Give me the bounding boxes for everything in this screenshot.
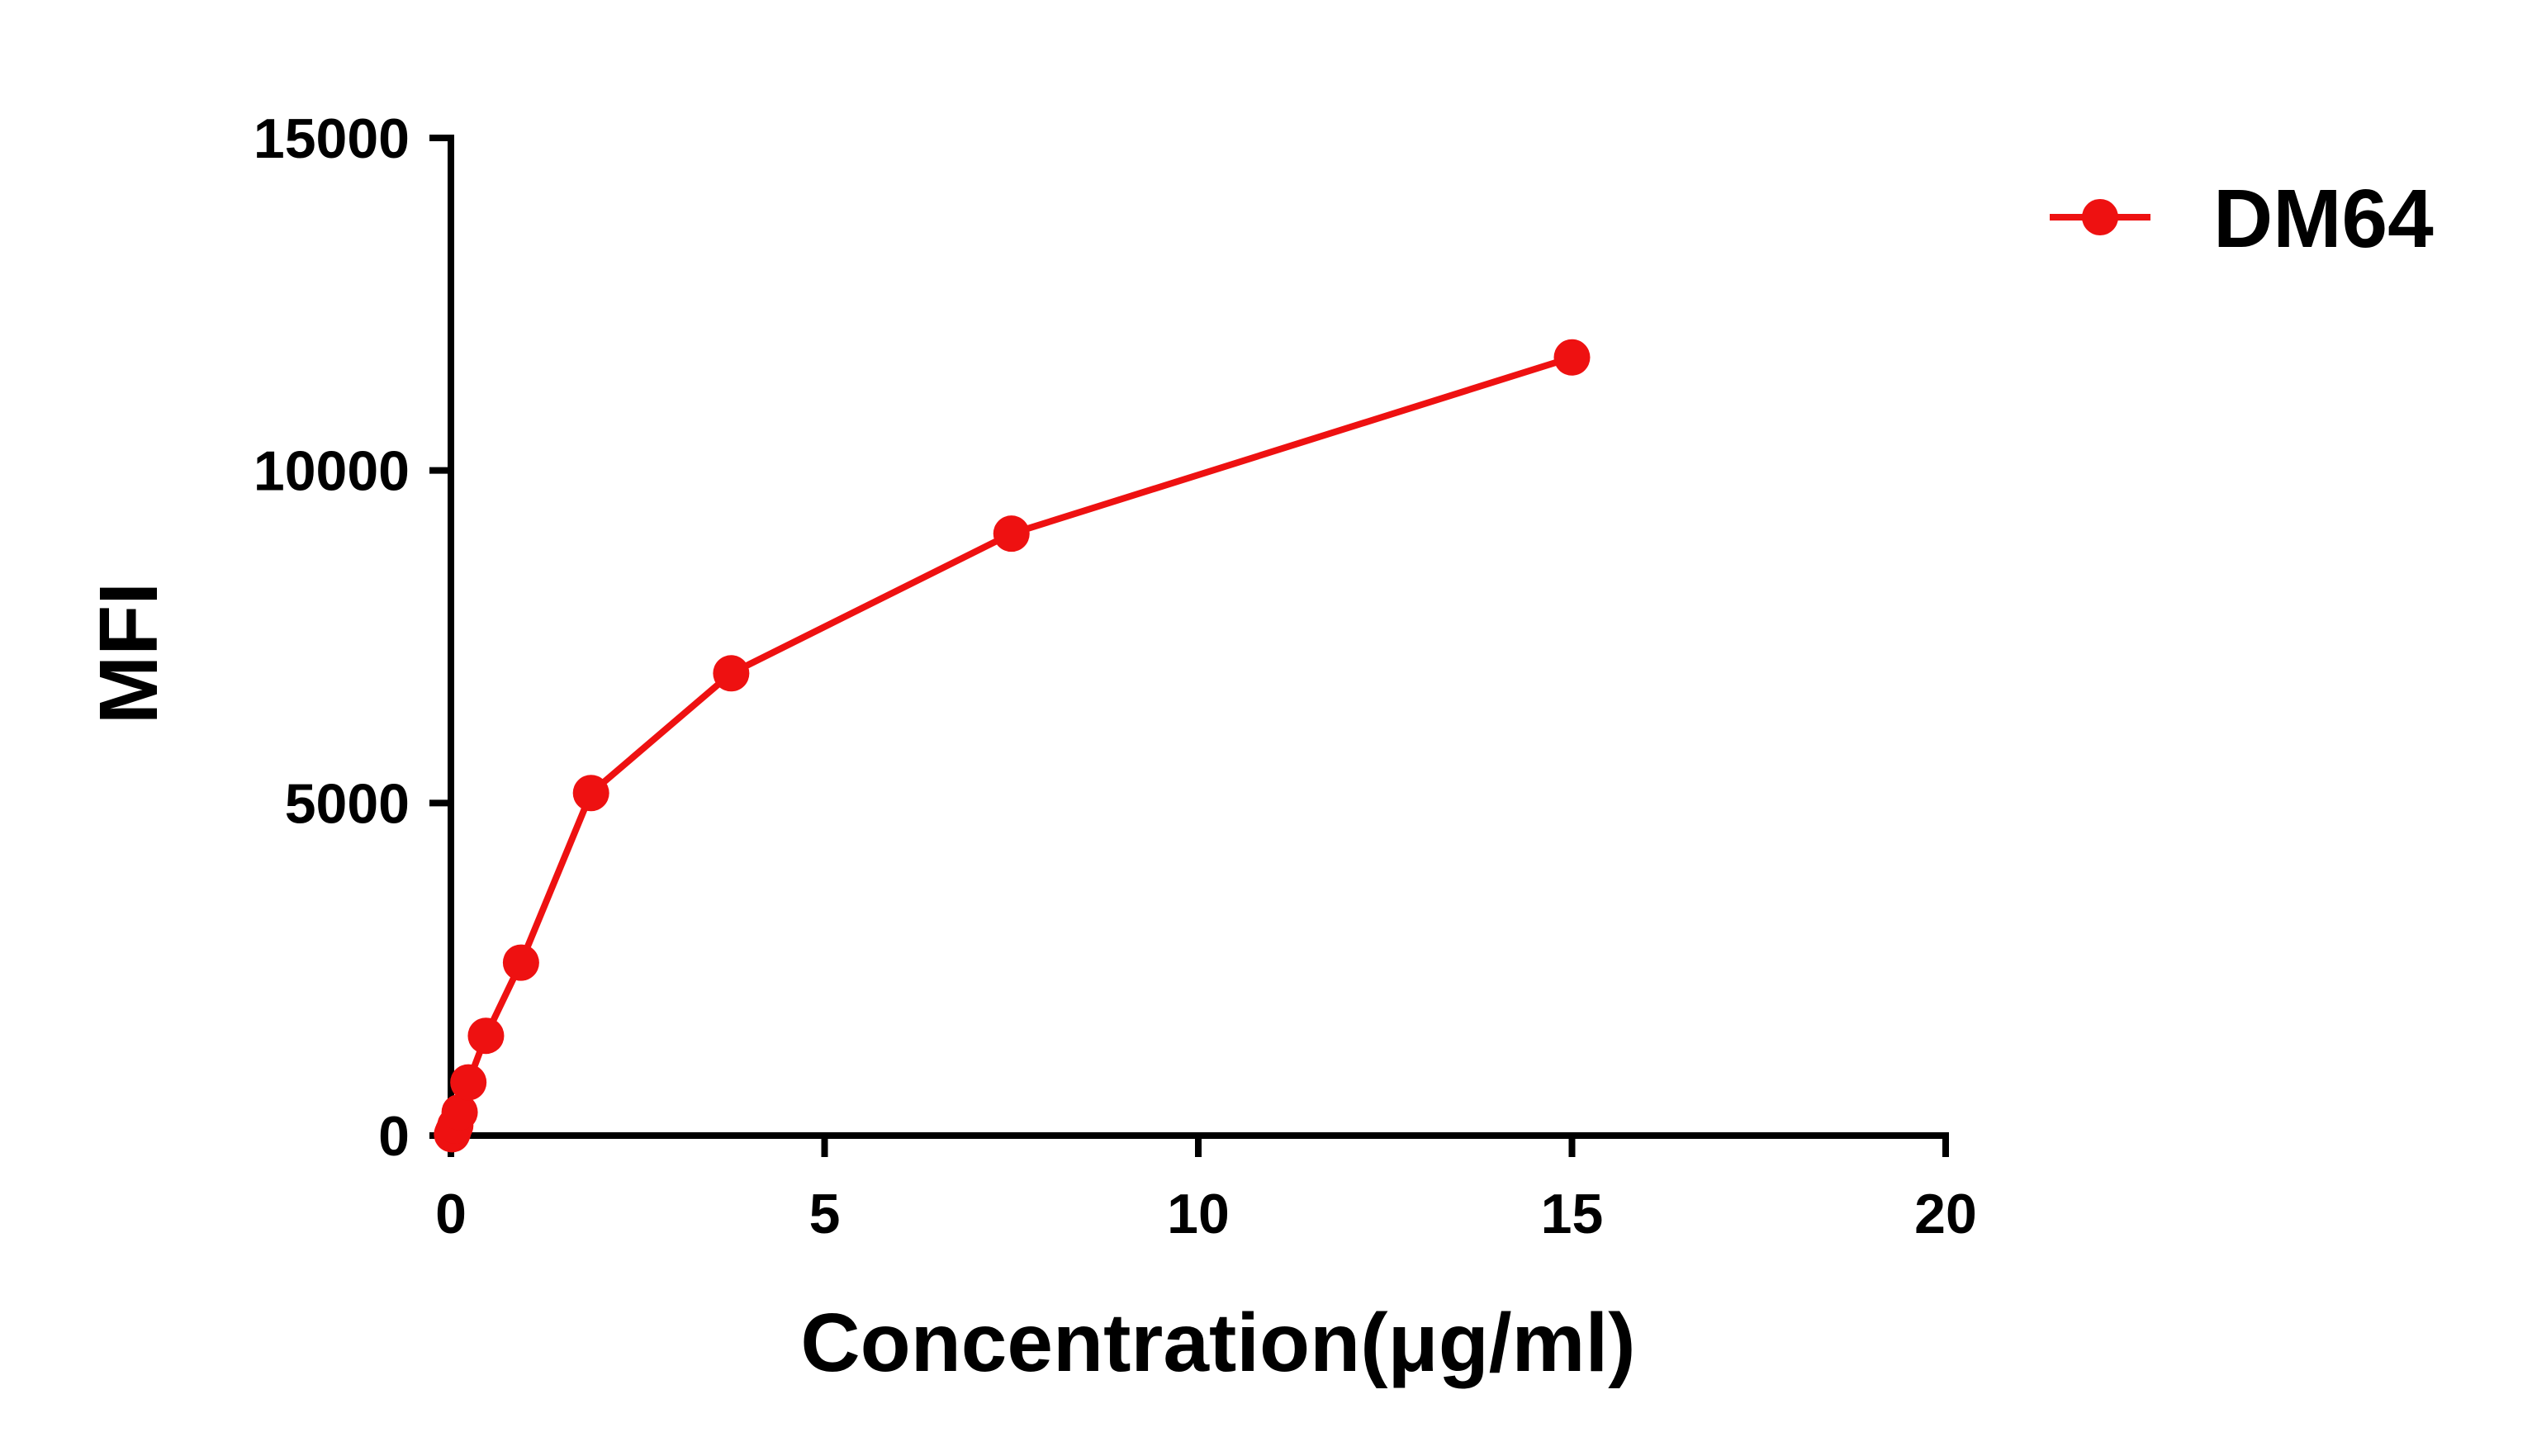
x-tick-label: 20 [1914, 1183, 1977, 1245]
data-point [467, 1017, 505, 1055]
data-point [502, 944, 539, 981]
legend-label-dm64: DM64 [2213, 173, 2434, 265]
data-point [993, 515, 1030, 553]
x-tick-label: 0 [435, 1183, 467, 1245]
axes: 0 5 10 15 20 0 5000 10000 15000 [254, 107, 1977, 1245]
series-line-dm64 [448, 353, 1576, 1138]
x-tick-label: 10 [1167, 1183, 1230, 1245]
y-tick-label: 10000 [254, 440, 410, 503]
data-point [450, 1064, 487, 1101]
y-tick-label: 0 [378, 1105, 410, 1168]
data-point [572, 775, 609, 812]
legend-marker [2082, 199, 2118, 235]
data-point [1553, 339, 1591, 376]
y-axis-title: MFI [83, 582, 175, 724]
data-point [441, 1093, 478, 1131]
x-tick-label: 5 [809, 1183, 841, 1245]
x-axis-title: Concentration(μg/ml) [800, 1297, 1635, 1389]
x-tick-label: 15 [1541, 1183, 1604, 1245]
data-point [713, 655, 750, 692]
legend: DM64 [2050, 173, 2434, 265]
y-tick-label: 15000 [254, 107, 410, 170]
series-layer [434, 339, 1591, 1153]
y-tick-label: 5000 [285, 772, 410, 835]
